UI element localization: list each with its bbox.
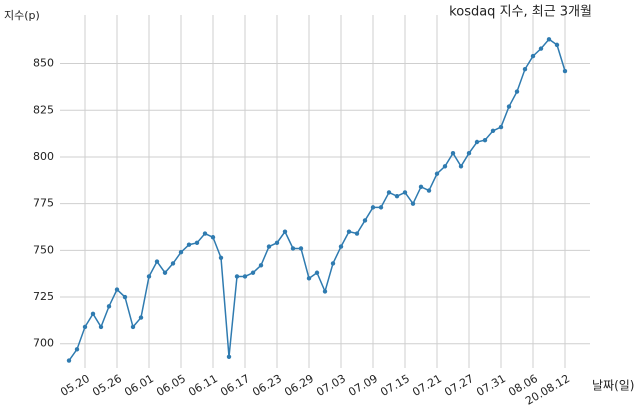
point [114,287,120,292]
point [170,261,176,266]
point [90,311,96,317]
x-tick-label: 07.03 [314,372,348,399]
x-tick-label: 07.09 [346,372,380,399]
chart-title: kosdaq 지수, 최근 3개월 [449,5,592,20]
point [242,274,248,279]
y-tick-label: 825 [33,103,54,116]
point [130,324,136,330]
point [426,188,432,193]
point [498,124,504,130]
point [194,240,200,246]
point [210,235,216,240]
point [266,244,272,249]
point [410,201,416,206]
point [314,270,320,275]
point [354,231,360,236]
x-tick-label: 06.11 [186,372,220,399]
point [482,137,488,143]
point [226,354,232,359]
point [466,151,472,156]
point [82,324,88,330]
point [522,66,528,72]
x-tick-label: 07.27 [442,372,476,399]
y-axis-label: 지수(p) [4,9,40,22]
x-tick-label: 05.26 [90,372,124,399]
point [202,231,208,236]
point [386,190,392,195]
point [306,276,312,281]
x-tick-label: 07.21 [410,372,444,399]
x-tick-label: 06.23 [250,372,284,399]
x-tick-label: 05.20 [58,372,92,399]
point [218,255,224,261]
point [434,171,440,176]
point [74,347,80,352]
point [538,46,544,51]
point [330,261,336,266]
y-tick-label: 725 [33,290,54,303]
point [122,294,128,300]
line [68,38,566,361]
point [146,274,152,279]
point [154,259,160,264]
point [138,315,144,320]
x-tick-label: 06.01 [122,372,156,399]
point [322,289,328,294]
x-tick-label: 06.17 [218,372,252,399]
point [554,42,560,48]
point [250,270,256,275]
point [346,229,352,234]
point [98,324,104,330]
x-tick-label: 06.05 [154,372,188,399]
point [66,358,72,363]
point [338,244,344,249]
point [474,139,480,145]
point [258,263,264,268]
point [458,164,464,169]
y-tick-label: 850 [33,57,54,70]
point [234,274,240,279]
point [394,193,400,199]
y-tick-label: 750 [33,243,54,256]
point [298,246,304,251]
x-tick-label: 06.29 [282,372,316,399]
point [530,53,536,59]
y-tick-label: 700 [33,337,54,350]
point [450,151,456,156]
point [362,218,368,223]
point [274,240,280,246]
point [290,246,296,251]
point [106,304,112,309]
point [506,104,512,109]
point [546,37,552,42]
point [514,89,520,94]
point [186,242,192,247]
point [378,205,384,210]
point [402,190,408,195]
point [442,164,448,169]
x-tick-label: 07.31 [474,372,508,399]
x-axis-label: 날짜(일) [592,379,634,393]
point [490,128,496,133]
point [562,68,568,74]
point [418,184,424,190]
y-tick-label: 775 [33,197,54,210]
y-tick-label: 800 [33,150,54,163]
point [370,205,376,210]
point [282,229,288,234]
point [162,270,168,275]
x-tick-label: 07.15 [378,372,412,399]
point [178,250,184,255]
